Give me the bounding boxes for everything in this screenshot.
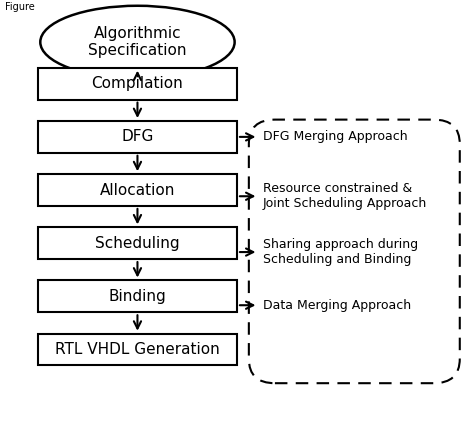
Text: Sharing approach during
Scheduling and Binding: Sharing approach during Scheduling and B… <box>263 238 418 266</box>
Text: Allocation: Allocation <box>100 183 175 198</box>
Text: Algorithmic
Specification: Algorithmic Specification <box>88 26 187 58</box>
Text: DFG: DFG <box>121 129 154 144</box>
Ellipse shape <box>40 6 235 78</box>
FancyBboxPatch shape <box>38 280 237 312</box>
Text: Resource constrained &
Joint Scheduling Approach: Resource constrained & Joint Scheduling … <box>263 182 428 210</box>
Text: Figure: Figure <box>5 2 35 12</box>
Text: Binding: Binding <box>109 289 166 304</box>
FancyBboxPatch shape <box>38 334 237 365</box>
FancyBboxPatch shape <box>38 68 237 100</box>
Text: DFG Merging Approach: DFG Merging Approach <box>263 130 408 144</box>
Text: Data Merging Approach: Data Merging Approach <box>263 299 411 312</box>
Text: Compilation: Compilation <box>91 76 183 91</box>
Text: RTL VHDL Generation: RTL VHDL Generation <box>55 342 220 357</box>
Text: Scheduling: Scheduling <box>95 236 180 251</box>
FancyBboxPatch shape <box>38 121 237 153</box>
FancyBboxPatch shape <box>38 227 237 259</box>
FancyBboxPatch shape <box>38 174 237 206</box>
